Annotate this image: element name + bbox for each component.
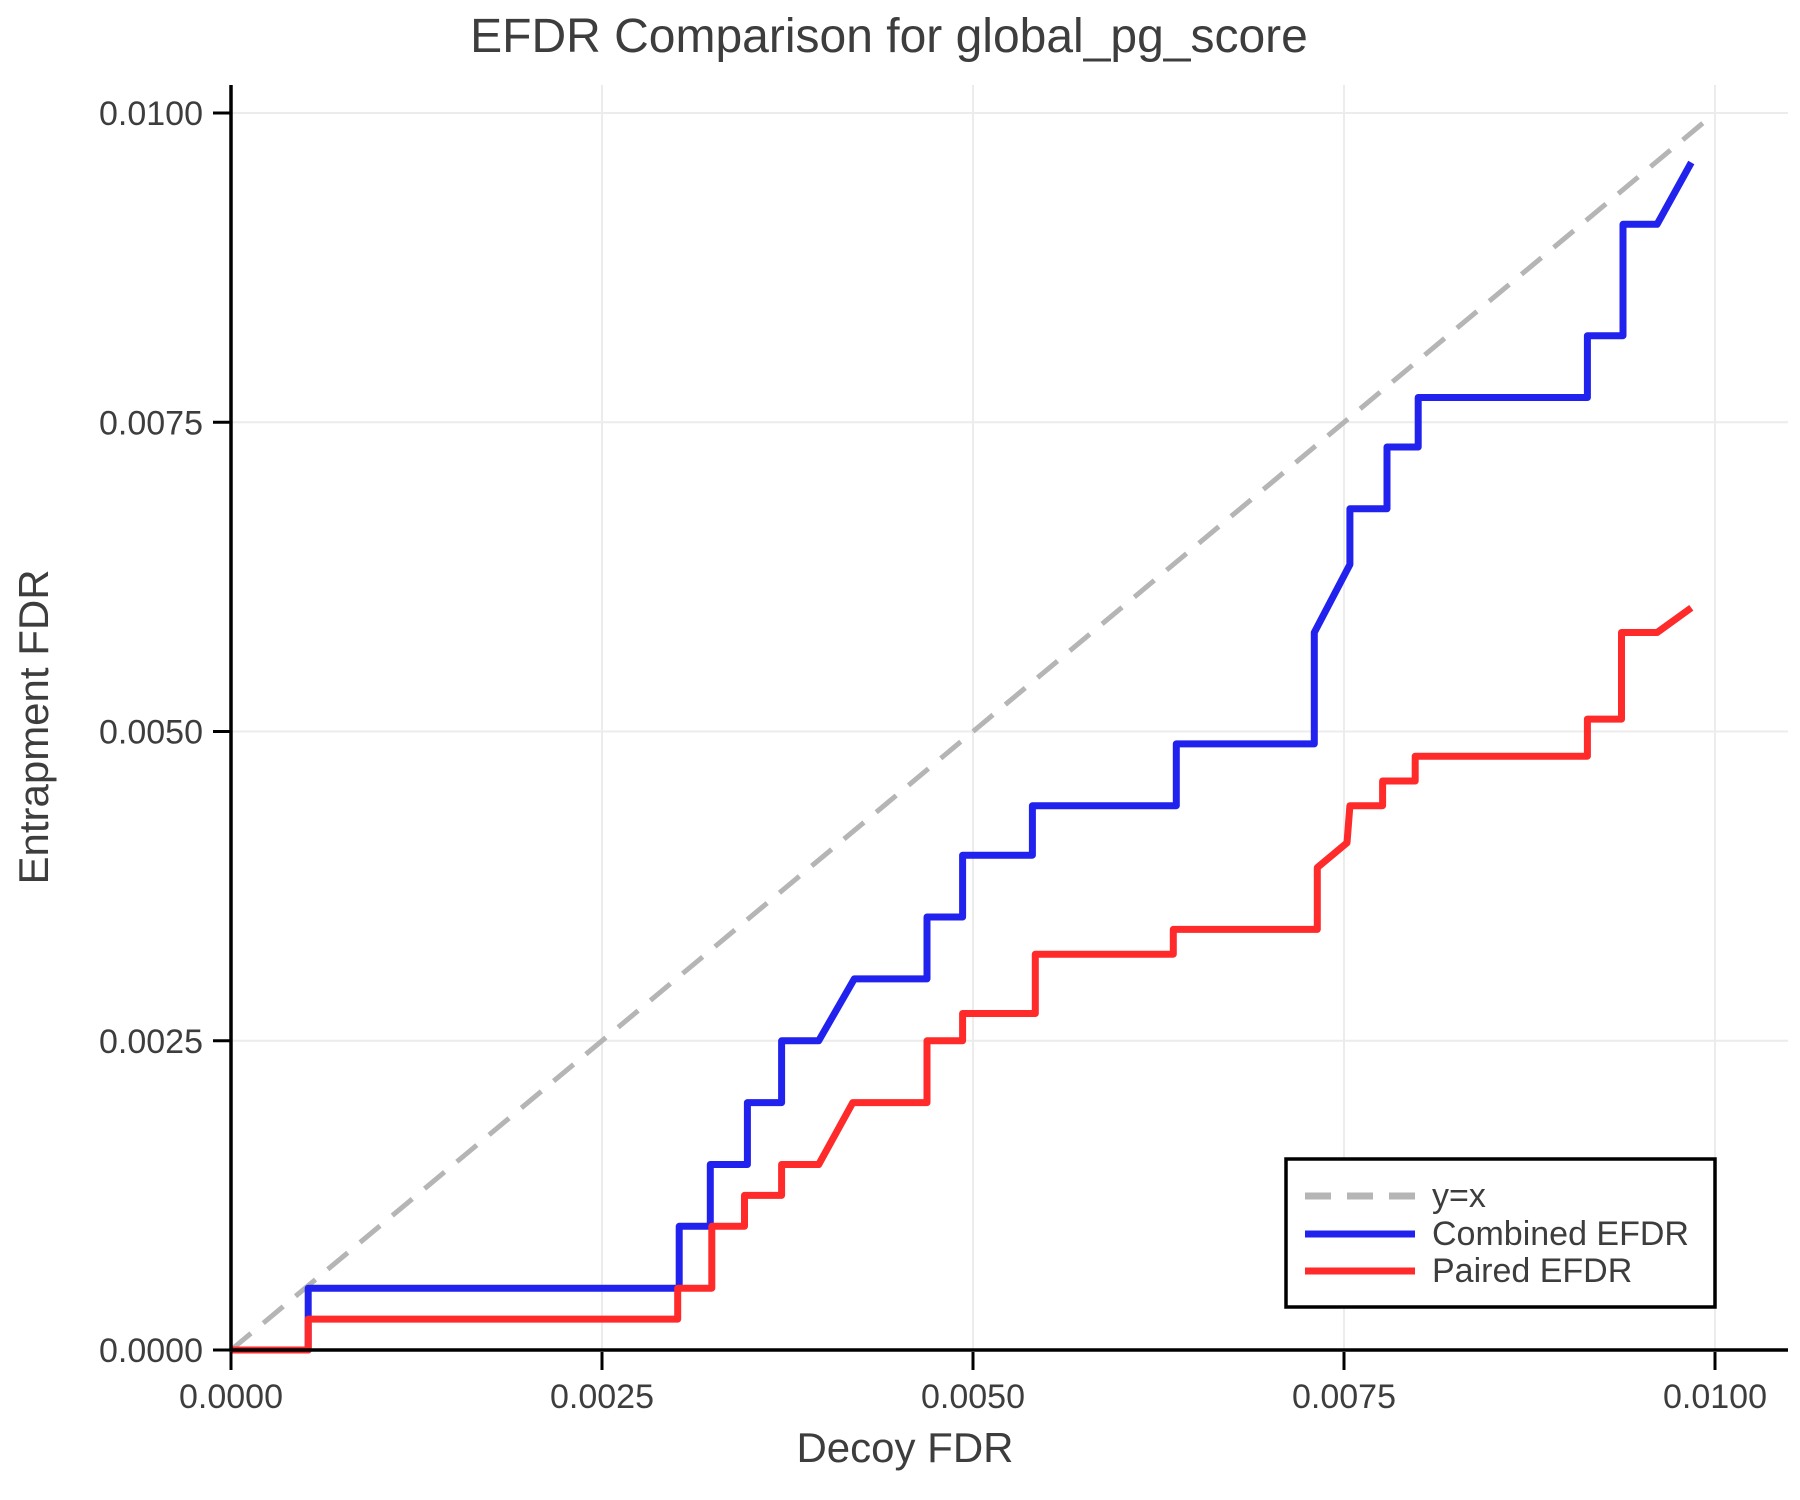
x-tick-label: 0.0000 [179, 1378, 283, 1416]
series-paired-efdr [231, 604, 1694, 1354]
series-combined-efdr [231, 160, 1695, 1354]
y-tick-label: 0.0075 [99, 404, 203, 442]
axes-spines [229, 85, 1788, 1352]
x-tick-label: 0.0050 [921, 1378, 1025, 1416]
chart-title: EFDR Comparison for global_pg_score [470, 10, 1308, 63]
x-axis-label: Decoy FDR [796, 1424, 1013, 1471]
y-tick-label: 0.0100 [99, 95, 203, 133]
tick-layer: 0.0000 0.0025 0.0050 0.0075 0.0100 0.0000 0.00… [99, 95, 1767, 1416]
y-tick-label: 0.0050 [99, 714, 203, 752]
y-tick-label: 0.0025 [99, 1023, 203, 1061]
x-tick-label: 0.0075 [1292, 1378, 1396, 1416]
legend-label-paired: Paired EFDR [1432, 1252, 1632, 1290]
series-y-x [229, 111, 1717, 1352]
legend-label-combined: Combined EFDR [1432, 1215, 1689, 1253]
x-tick-label: 0.0025 [550, 1378, 654, 1416]
legend: y=x Combined EFDR Paired EFDR [1284, 1157, 1717, 1309]
grid-layer [231, 85, 1788, 1350]
series-layer [229, 111, 1717, 1354]
x-tick-label: 0.0100 [1663, 1378, 1767, 1416]
legend-label-yx: y=x [1432, 1177, 1486, 1215]
y-axis-label: Entrapment FDR [10, 569, 57, 884]
y-tick-label: 0.0000 [99, 1332, 203, 1370]
